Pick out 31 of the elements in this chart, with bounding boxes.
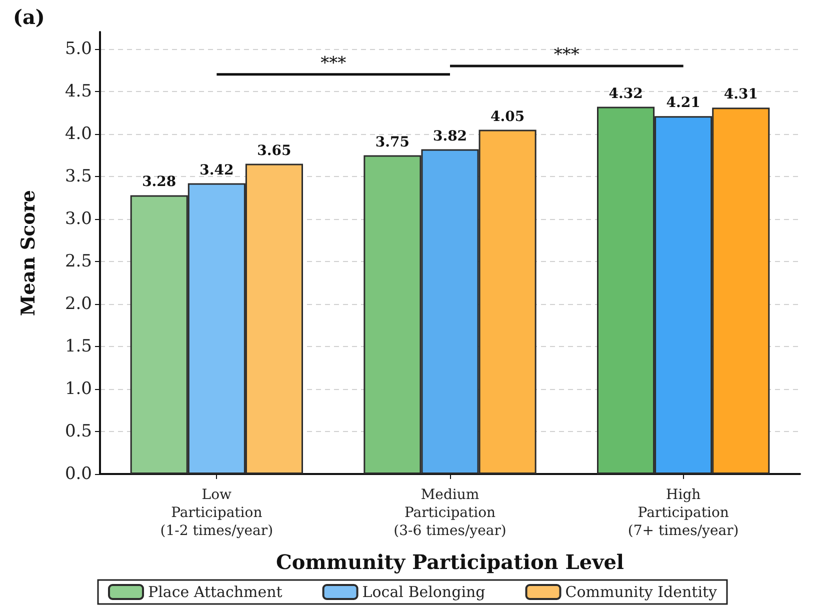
text: 4.5 xyxy=(64,82,92,102)
text: 1.0 xyxy=(64,379,92,399)
data-label: 3.75 xyxy=(375,134,410,150)
data-label: 4.32 xyxy=(608,86,643,102)
legend-label: Local Belonging xyxy=(362,583,486,601)
data-label: 3.42 xyxy=(200,162,234,178)
data-label: 4.21 xyxy=(666,95,700,112)
x-tick-label: High Participation (7+ times/year) xyxy=(628,487,739,539)
data-label: 3.28 xyxy=(142,174,176,190)
x-axis-title: Community Participation Level xyxy=(276,550,624,574)
text: 2.0 xyxy=(64,294,92,314)
text: 0.5 xyxy=(64,422,92,442)
data-label: 4.05 xyxy=(490,108,525,125)
text: 1.5 xyxy=(64,336,92,356)
y-axis-title: Mean Score xyxy=(18,190,40,316)
data-label: 3.82 xyxy=(432,128,468,144)
annotation: *** xyxy=(320,53,347,74)
x-tick-label: Low Participation (1-2 times/year) xyxy=(160,487,274,539)
legend-label: Community Identity xyxy=(565,583,718,601)
text: 2.5 xyxy=(64,252,92,272)
text: 3.0 xyxy=(64,209,92,229)
x-tick-label: Medium Participation (3-6 times/year) xyxy=(394,487,506,539)
annotation: *** xyxy=(554,45,580,66)
data-label: 3.65 xyxy=(257,142,292,159)
data-label: 4.31 xyxy=(724,86,758,103)
text: 5.0 xyxy=(64,39,92,59)
text: 3.5 xyxy=(64,166,92,186)
text: 0.0 xyxy=(64,464,92,484)
chart-title: (a) xyxy=(13,5,45,29)
legend-label: Place Attachment xyxy=(148,583,282,601)
text: 4.0 xyxy=(64,124,92,144)
